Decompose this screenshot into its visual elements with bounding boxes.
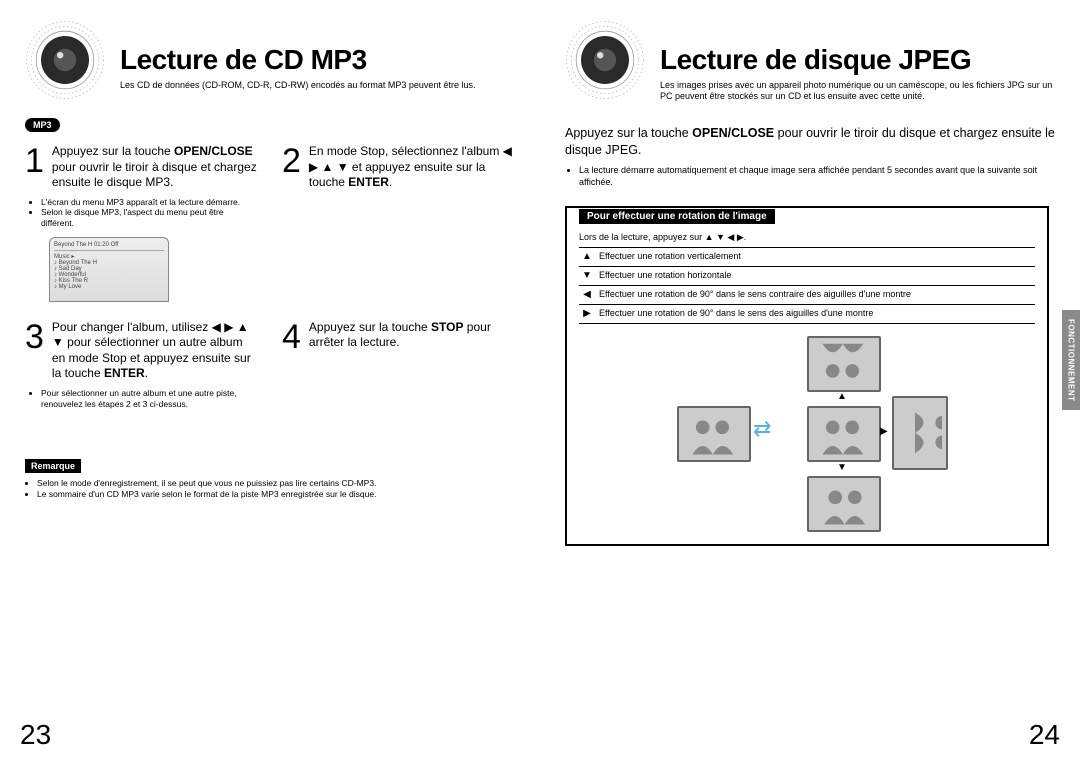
remarque-list: Selon le mode d'enregistrement, il se pe… — [37, 478, 515, 500]
step-text: . — [145, 366, 148, 380]
mp3-badge: MP3 — [25, 118, 60, 132]
header-text-right: Lecture de disque JPEG Les images prises… — [660, 20, 1055, 103]
bullet: Pour sélectionner un autre album et une … — [41, 388, 258, 409]
step-text: pour ouvrir le tiroir à disque et charge… — [52, 160, 257, 190]
jpeg-intro: Appuyez sur la touche OPEN/CLOSE pour ou… — [565, 125, 1055, 159]
step-text: Pour changer l'album, utilisez — [52, 320, 212, 334]
step-num: 2 — [282, 144, 301, 191]
rotation-text: Effectuer une rotation de 90° dans le se… — [599, 307, 873, 321]
photo-rot90 — [892, 396, 948, 470]
rotation-list: ▲ Effectuer une rotation verticalement ▼ E… — [579, 247, 1035, 324]
mock-header: Beyond The H 01:20 Off — [54, 242, 164, 251]
step-body: Pour changer l'album, utilisez ◀ ▶ ▲ ▼ p… — [52, 320, 258, 382]
rotation-text: Effectuer une rotation de 90° dans le se… — [599, 288, 911, 302]
step-text: pour sélectionner un autre album en mode… — [52, 335, 251, 380]
swap-arrows-icon: ⇄ — [753, 416, 771, 442]
step-body: Appuyez sur la touche STOP pour arrêter … — [309, 320, 515, 354]
rotation-row: ◀ Effectuer une rotation de 90° dans le s… — [579, 286, 1035, 305]
header-row-left: Lecture de CD MP3 Les CD de données (CD-… — [25, 20, 515, 100]
photo-original — [677, 406, 751, 462]
page-title: Lecture de disque JPEG — [660, 45, 1055, 76]
screen-mock: Beyond The H 01:20 Off Music ▸ ♪ Beyond … — [49, 237, 169, 302]
step-num: 3 — [25, 320, 44, 382]
speaker-icon — [25, 20, 105, 100]
page-title: Lecture de CD MP3 — [120, 45, 515, 76]
intro-text: Appuyez sur la touche — [565, 126, 692, 140]
triangle-right-icon: ▶ — [581, 307, 593, 321]
photo-flip-h — [807, 476, 881, 532]
triangle-right-icon: ▶ — [880, 426, 888, 437]
triangle-down-icon: ▼ — [837, 462, 847, 473]
step-3: 3 Pour changer l'album, utilisez ◀ ▶ ▲ ▼… — [25, 320, 258, 382]
bullet: Selon le disque MP3, l'aspect du menu pe… — [41, 207, 258, 228]
rotation-text: Effectuer une rotation horizontale — [599, 269, 731, 283]
rotation-row: ▲ Effectuer une rotation verticalement — [579, 248, 1035, 267]
rotation-row: ▼ Effectuer une rotation horizontale — [579, 267, 1035, 286]
triangle-down-icon: ▼ — [581, 269, 593, 283]
rotation-head: Pour effectuer une rotation de l'image — [579, 209, 775, 224]
step-4: 4 Appuyez sur la touche STOP pour arrête… — [282, 320, 515, 354]
triangle-up-icon: ▲ — [837, 391, 847, 402]
jpeg-note-item: La lecture démarre automatiquement et ch… — [579, 165, 1055, 188]
arrows-icon: ▲ ▼ ◀ ▶ — [705, 232, 744, 242]
step-text: . — [389, 175, 392, 189]
step-bold: ENTER — [348, 175, 389, 189]
header-row-right: Lecture de disque JPEG Les images prises… — [565, 20, 1055, 103]
step-num: 4 — [282, 320, 301, 354]
remarque-badge: Remarque — [25, 459, 81, 473]
rotation-sub: Lors de la lecture, appuyez sur ▲ ▼ ◀ ▶. — [579, 232, 1035, 243]
remarque-item: Le sommaire d'un CD MP3 varie selon le f… — [37, 489, 515, 500]
step-3-wrap: 3 Pour changer l'album, utilisez ◀ ▶ ▲ ▼… — [25, 320, 258, 410]
diagram-grid: ⇄ — [677, 336, 937, 526]
rotation-box: Pour effectuer une rotation de l'image L… — [565, 206, 1049, 546]
section-tab: FONCTIONNEMENT — [1062, 310, 1080, 410]
step-body: En mode Stop, sélectionnez l'album ◀ ▶ ▲… — [309, 144, 515, 191]
rotation-row: ▶ Effectuer une rotation de 90° dans le s… — [579, 305, 1035, 324]
rotation-diagram: ⇄ — [579, 336, 1035, 526]
rotation-sub-text: . — [744, 232, 747, 242]
step-bold: ENTER — [104, 366, 145, 380]
step-4-wrap: 4 Appuyez sur la touche STOP pour arrête… — [282, 320, 515, 410]
step-num: 1 — [25, 144, 44, 191]
page-left: Lecture de CD MP3 Les CD de données (CD-… — [0, 0, 540, 763]
step-1-wrap: 1 Appuyez sur la touche OPEN/CLOSE pour … — [25, 144, 258, 302]
page-number: 23 — [20, 719, 51, 751]
steps-grid: 1 Appuyez sur la touche OPEN/CLOSE pour … — [25, 144, 515, 409]
page-right: Lecture de disque JPEG Les images prises… — [540, 0, 1080, 763]
jpeg-note: La lecture démarre automatiquement et ch… — [579, 165, 1055, 188]
step-text: Appuyez sur la touche — [309, 320, 431, 334]
triangle-left-icon: ◀ — [581, 288, 593, 302]
step-text: En mode Stop, sélectionnez l'album — [309, 144, 503, 158]
step-2: 2 En mode Stop, sélectionnez l'album ◀ ▶… — [282, 144, 515, 191]
photo-flip-v — [807, 336, 881, 392]
page-number: 24 — [1029, 719, 1060, 751]
speaker-icon — [565, 20, 645, 100]
bullet: L'écran du menu MP3 apparaît et la lectu… — [41, 197, 258, 208]
triangle-up-icon: ▲ — [581, 250, 593, 264]
page-subtitle: Les images prises avec un appareil photo… — [660, 80, 1055, 103]
remarque-item: Selon le mode d'enregistrement, il se pe… — [37, 478, 515, 489]
step-bullets: L'écran du menu MP3 apparaît et la lectu… — [41, 197, 258, 229]
step-2-wrap: 2 En mode Stop, sélectionnez l'album ◀ ▶… — [282, 144, 515, 302]
mock-lines: Music ▸ ♪ Beyond The H ♪ Sad Day ♪ Wonde… — [54, 253, 164, 290]
photo-center — [807, 406, 881, 462]
rotation-text: Effectuer une rotation verticalement — [599, 250, 741, 264]
step-text: Appuyez sur la touche — [52, 144, 174, 158]
header-text-left: Lecture de CD MP3 Les CD de données (CD-… — [120, 20, 515, 91]
step-body: Appuyez sur la touche OPEN/CLOSE pour ou… — [52, 144, 258, 191]
rotation-sub-text: Lors de la lecture, appuyez sur — [579, 232, 705, 242]
step-1: 1 Appuyez sur la touche OPEN/CLOSE pour … — [25, 144, 258, 191]
intro-bold: OPEN/CLOSE — [692, 126, 774, 140]
step-bullets: Pour sélectionner un autre album et une … — [41, 388, 258, 409]
step-bold: OPEN/CLOSE — [174, 144, 253, 158]
remarque-block: Remarque Selon le mode d'enregistrement,… — [25, 409, 515, 500]
step-bold: STOP — [431, 320, 463, 334]
page-subtitle: Les CD de données (CD-ROM, CD-R, CD-RW) … — [120, 80, 515, 92]
